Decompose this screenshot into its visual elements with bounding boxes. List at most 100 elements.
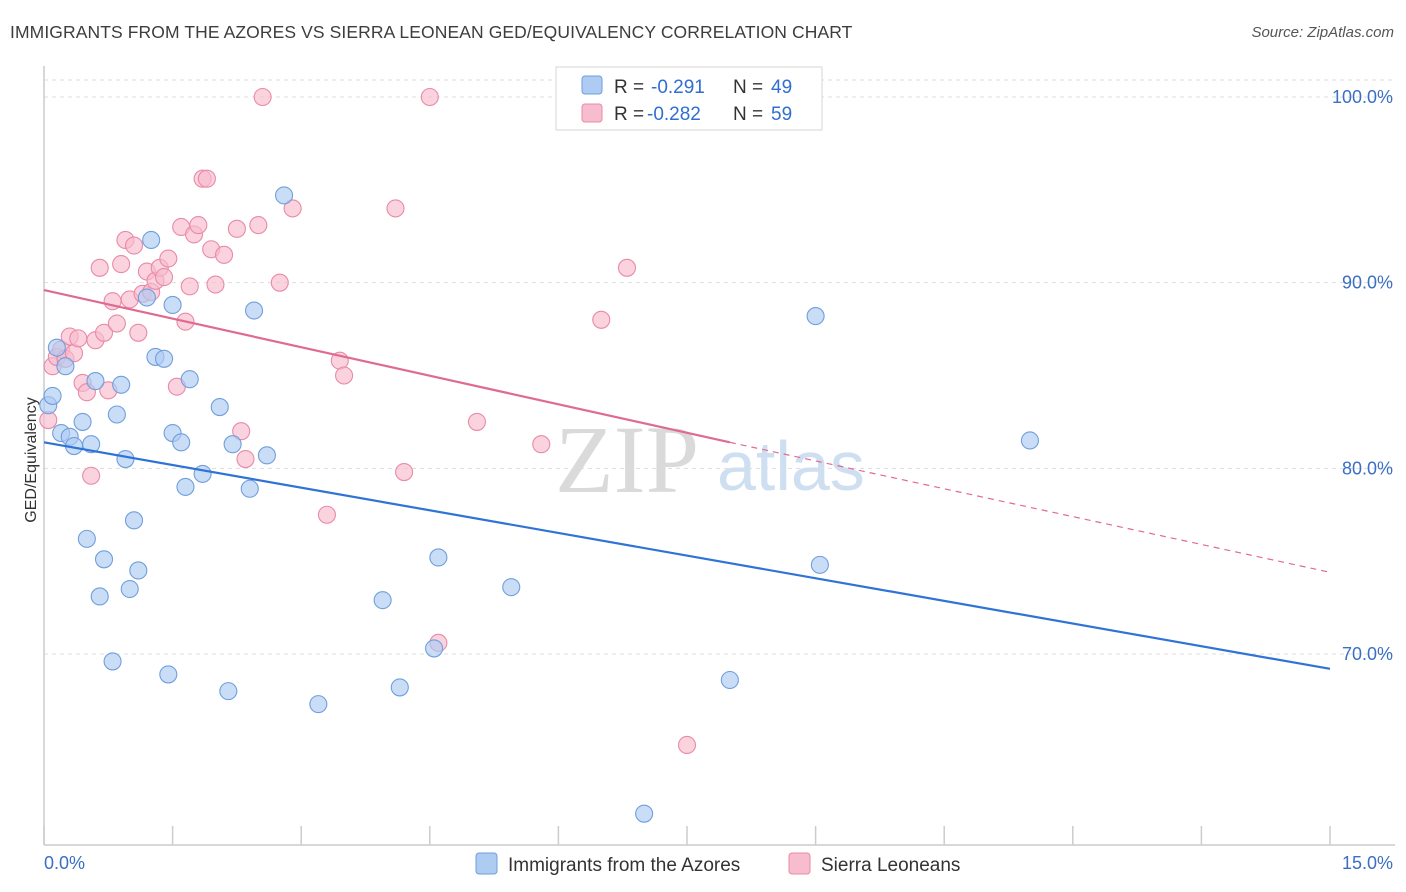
sierra-point [677,735,697,755]
azores-point [56,357,75,376]
sierra-point [69,329,88,348]
sierra-point [270,273,289,292]
sierra-point [232,422,251,441]
azores-trend-line [43,441,1331,670]
x-tick-label: 0.0% [44,853,85,873]
watermark-zip: ZIP [555,406,699,513]
correlation-legend: R = -0.291 N = 49 R = -0.282 N = 59 [555,66,823,131]
bottom-legend-label-azores: Immigrants from the Azores [508,855,740,876]
sierra-point [154,268,174,287]
azores-point [94,550,114,569]
azores-point [720,670,739,690]
azores-point [86,372,105,391]
watermark-atlas: atlas [717,427,865,505]
sierra-point [90,258,109,277]
legend-n-value-sierra: 59 [771,104,792,125]
legend-swatch-sierra [581,103,603,123]
sierra-point [249,216,268,235]
gridlines [44,79,1395,655]
sierra-point [227,219,246,238]
chart-title: IMMIGRANTS FROM THE AZORES VS SIERRA LEO… [10,22,853,42]
y-axis-title: GED/Equivalency [23,397,40,522]
azores-point [154,349,174,368]
y-tick-label: 80.0% [1342,458,1393,478]
series-azores [39,186,1039,823]
azores-point [257,446,276,465]
sierra-point [335,366,354,385]
azores-point [176,477,195,496]
azores-point [810,555,829,574]
x-tick-label: 15.0% [1342,853,1393,873]
sierra-point [467,412,487,431]
sierra-point [197,169,216,188]
sierra-point [236,449,255,469]
sierra-point [159,249,178,268]
legend-swatch-azores [581,75,603,95]
azores-point [163,295,182,314]
bottom-legend-swatch-sierra [788,852,811,875]
azores-point [429,548,448,567]
source-label: Source: ZipAtlas.com [1251,24,1394,41]
azores-point [309,695,328,714]
legend-n-label-sierra: N = [733,104,763,125]
sierra-point [180,277,199,296]
azores-point [210,398,229,417]
azores-point [82,435,101,454]
azores-point [159,665,178,684]
sierra-point [107,314,126,333]
azores-point [1020,431,1039,450]
azores-point [120,579,139,599]
azores-point [129,561,148,580]
legend-n-value-azores: 49 [771,77,792,98]
legend-r-value-azores: -0.291 [651,77,705,98]
azores-point [124,511,144,530]
watermark: ZIP atlas [555,406,865,513]
sierra-point [386,199,405,218]
sierra-point [94,323,114,342]
sierra-point [206,275,225,294]
azores-point [219,682,238,701]
azores-point [77,529,96,548]
azores-point [275,186,294,205]
sierra-point [395,462,414,482]
sierra-point [82,466,101,485]
sierra-point [253,87,272,107]
sierra-point [112,255,131,274]
axes [43,66,1395,846]
legend-n-label-azores: N = [733,77,763,98]
sierra-trend-extension [729,441,1331,573]
sierra-point [592,310,611,329]
azores-point [172,433,191,452]
sierra-point [317,505,336,524]
legend-r-label-sierra: R = [614,104,644,125]
azores-point [390,678,409,697]
y-tick-label: 100.0% [1332,87,1393,107]
azores-point [373,591,392,610]
azores-point [425,639,444,658]
bottom-legend-swatch-azores [475,852,498,875]
azores-point [103,652,122,671]
sierra-point [189,216,208,235]
azores-point [73,412,92,431]
sierra-point [532,435,551,454]
azores-point [193,464,212,483]
azores-point [502,578,521,597]
legend-r-label-azores: R = [614,77,644,98]
y-tick-label: 70.0% [1342,644,1393,664]
azores-point [43,386,62,405]
x-tick-labels: 0.0% 15.0% [44,853,1393,873]
sierra-point [617,258,637,277]
azores-point [806,307,825,326]
azores-point [244,301,264,320]
sierra-point [129,323,148,342]
azores-point [223,435,242,454]
y-tick-labels: 70.0% 80.0% 90.0% 100.0% [1332,87,1393,664]
sierra-point [420,87,439,107]
azores-point [635,804,654,823]
legend-r-value-sierra: -0.282 [647,104,701,125]
sierra-point [283,199,302,218]
series-sierra-leoneans [39,87,697,755]
azores-point [180,370,199,389]
azores-point [137,288,156,307]
